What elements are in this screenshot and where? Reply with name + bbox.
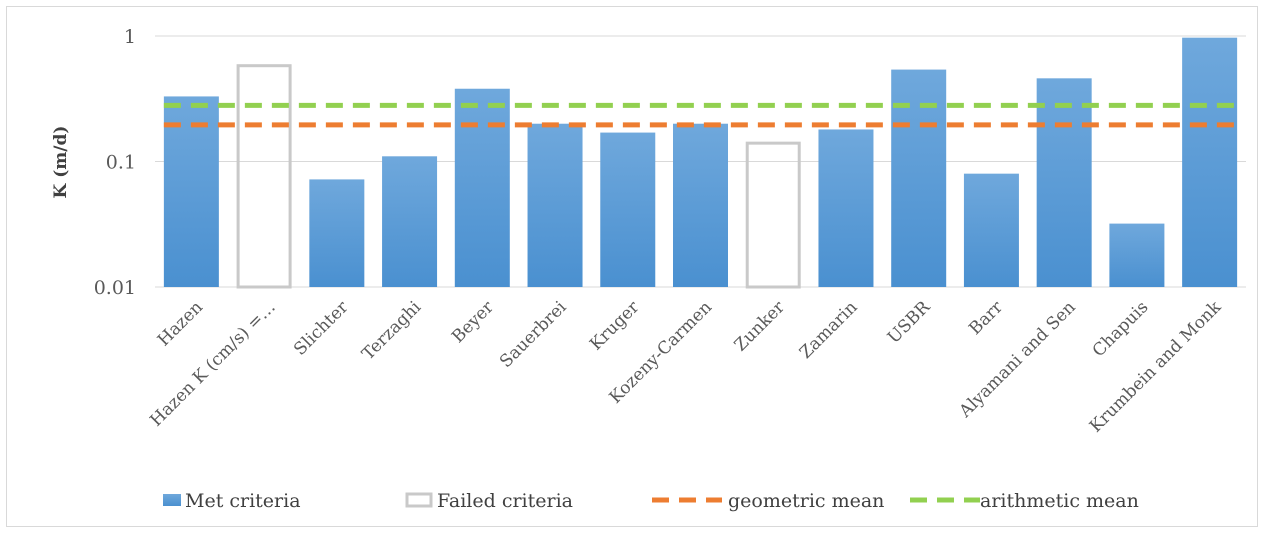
- bar-met-5: [527, 123, 583, 287]
- bar-met-9: [818, 129, 874, 287]
- bar-failed-8: [745, 141, 801, 289]
- bar-met-7: [673, 123, 728, 287]
- bar-met-6: [600, 132, 656, 287]
- x-tick-label: Zamarin: [796, 297, 862, 363]
- x-tick-label: Zunker: [731, 297, 790, 356]
- x-tick-label: USBR: [884, 297, 935, 348]
- legend-label-geometric: geometric mean: [728, 490, 884, 512]
- y-axis-title: K (m/d): [51, 126, 71, 199]
- x-tick-label: Krumbein and Monk: [1086, 297, 1226, 437]
- y-tick-label: 1: [124, 26, 136, 48]
- x-tick-label: Hazen K (cm/s) =…: [146, 297, 279, 430]
- bar-met-3: [382, 156, 438, 287]
- legend-label-failed: Failed criteria: [437, 490, 573, 512]
- x-tick-label: Terzaghi: [358, 297, 425, 364]
- legend-swatch-failed: [405, 492, 433, 508]
- y-tick-label: 0.01: [94, 277, 136, 299]
- x-tick-label: Beyer: [448, 297, 498, 347]
- legend-label-met: Met criteria: [185, 490, 301, 512]
- bar-met-10: [891, 69, 947, 287]
- bar-met-14: [1182, 37, 1238, 287]
- bar-met-13: [1109, 223, 1165, 287]
- x-tick-label: Sauerbrei: [496, 297, 571, 372]
- x-tick-label: Barr: [965, 297, 1007, 339]
- bar-met-12: [1036, 78, 1092, 288]
- bar-met-0: [163, 96, 219, 287]
- legend-label-arithmetic: arithmetic mean: [980, 490, 1139, 512]
- x-tick-label: Kruger: [586, 297, 644, 355]
- bar-failed-1: [236, 64, 292, 289]
- x-tick-label: Chapuis: [1089, 297, 1153, 361]
- y-tick-label: 0.1: [106, 152, 136, 174]
- bar-met-2: [309, 179, 365, 287]
- x-tick-label: Hazen: [154, 297, 207, 350]
- bar-met-4: [454, 88, 510, 288]
- x-tick-label: Slichter: [290, 297, 353, 360]
- bar-met-11: [963, 173, 1019, 287]
- legend-swatch-met: [163, 494, 181, 506]
